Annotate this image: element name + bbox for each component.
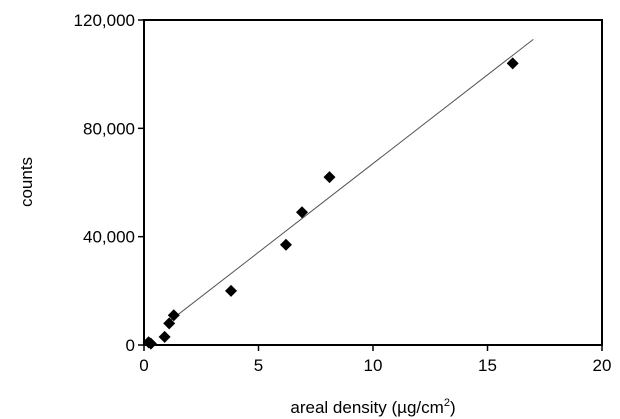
y-axis-ticks: 0 40,000 80,000 120,000 [74,11,144,355]
data-point [167,309,180,322]
data-point [158,330,171,343]
y-tick-label: 0 [126,336,135,355]
x-tick-label: 15 [478,356,497,375]
data-point [225,284,238,297]
x-axis-label: areal density (µg/cm2) [290,397,455,417]
y-tick-label: 40,000 [83,228,135,247]
x-axis-label-text: areal density (µg/cm [290,398,443,417]
x-axis-ticks: 0 5 10 15 20 [139,345,611,375]
data-point [296,206,309,219]
y-tick-label: 80,000 [83,119,135,138]
x-axis-label-close: ) [450,398,456,417]
trendline [168,38,534,322]
y-axis-label: counts [17,157,36,207]
data-point [323,171,336,184]
x-tick-label: 5 [254,356,263,375]
x-tick-label: 10 [364,356,383,375]
plot-frame [143,19,603,346]
y-tick-label: 120,000 [74,11,135,30]
data-point [163,317,176,330]
data-point [144,337,157,350]
data-points [142,57,519,350]
data-point [279,238,292,251]
x-tick-label: 0 [139,356,148,375]
x-tick-label: 20 [593,356,612,375]
x-axis-label-superscript: 2 [444,397,450,409]
data-point [506,57,519,70]
